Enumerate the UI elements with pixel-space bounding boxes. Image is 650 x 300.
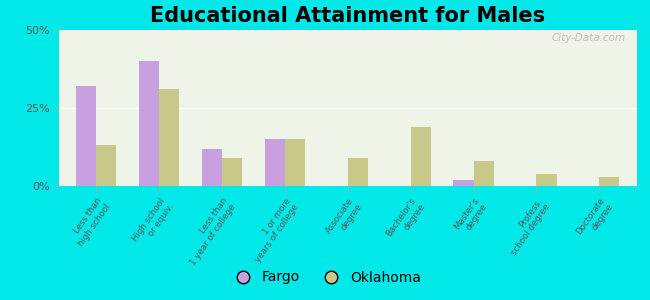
Bar: [348, 158, 368, 186]
Bar: [285, 139, 305, 186]
Bar: [139, 61, 159, 186]
Bar: [411, 127, 431, 186]
Bar: [536, 173, 556, 186]
Bar: [159, 89, 179, 186]
Title: Educational Attainment for Males: Educational Attainment for Males: [150, 6, 545, 26]
Text: City-Data.com: City-Data.com: [551, 33, 625, 43]
Bar: [599, 177, 619, 186]
Bar: [265, 139, 285, 186]
Bar: [222, 158, 242, 186]
Bar: [96, 146, 116, 186]
Legend: Fargo, Oklahoma: Fargo, Oklahoma: [223, 265, 427, 290]
Bar: [454, 180, 473, 186]
Bar: [76, 86, 96, 186]
Bar: [473, 161, 493, 186]
Bar: [202, 148, 222, 186]
